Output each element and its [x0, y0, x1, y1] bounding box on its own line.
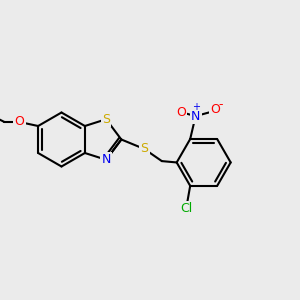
- Text: O: O: [14, 116, 24, 128]
- Text: O: O: [210, 103, 220, 116]
- Text: S: S: [102, 113, 110, 126]
- Text: -: -: [219, 98, 223, 111]
- Text: Cl: Cl: [180, 202, 192, 215]
- Text: N: N: [101, 153, 111, 166]
- Text: O: O: [176, 106, 186, 118]
- Text: +: +: [192, 102, 200, 112]
- Text: S: S: [140, 142, 148, 155]
- Text: N: N: [191, 110, 200, 123]
